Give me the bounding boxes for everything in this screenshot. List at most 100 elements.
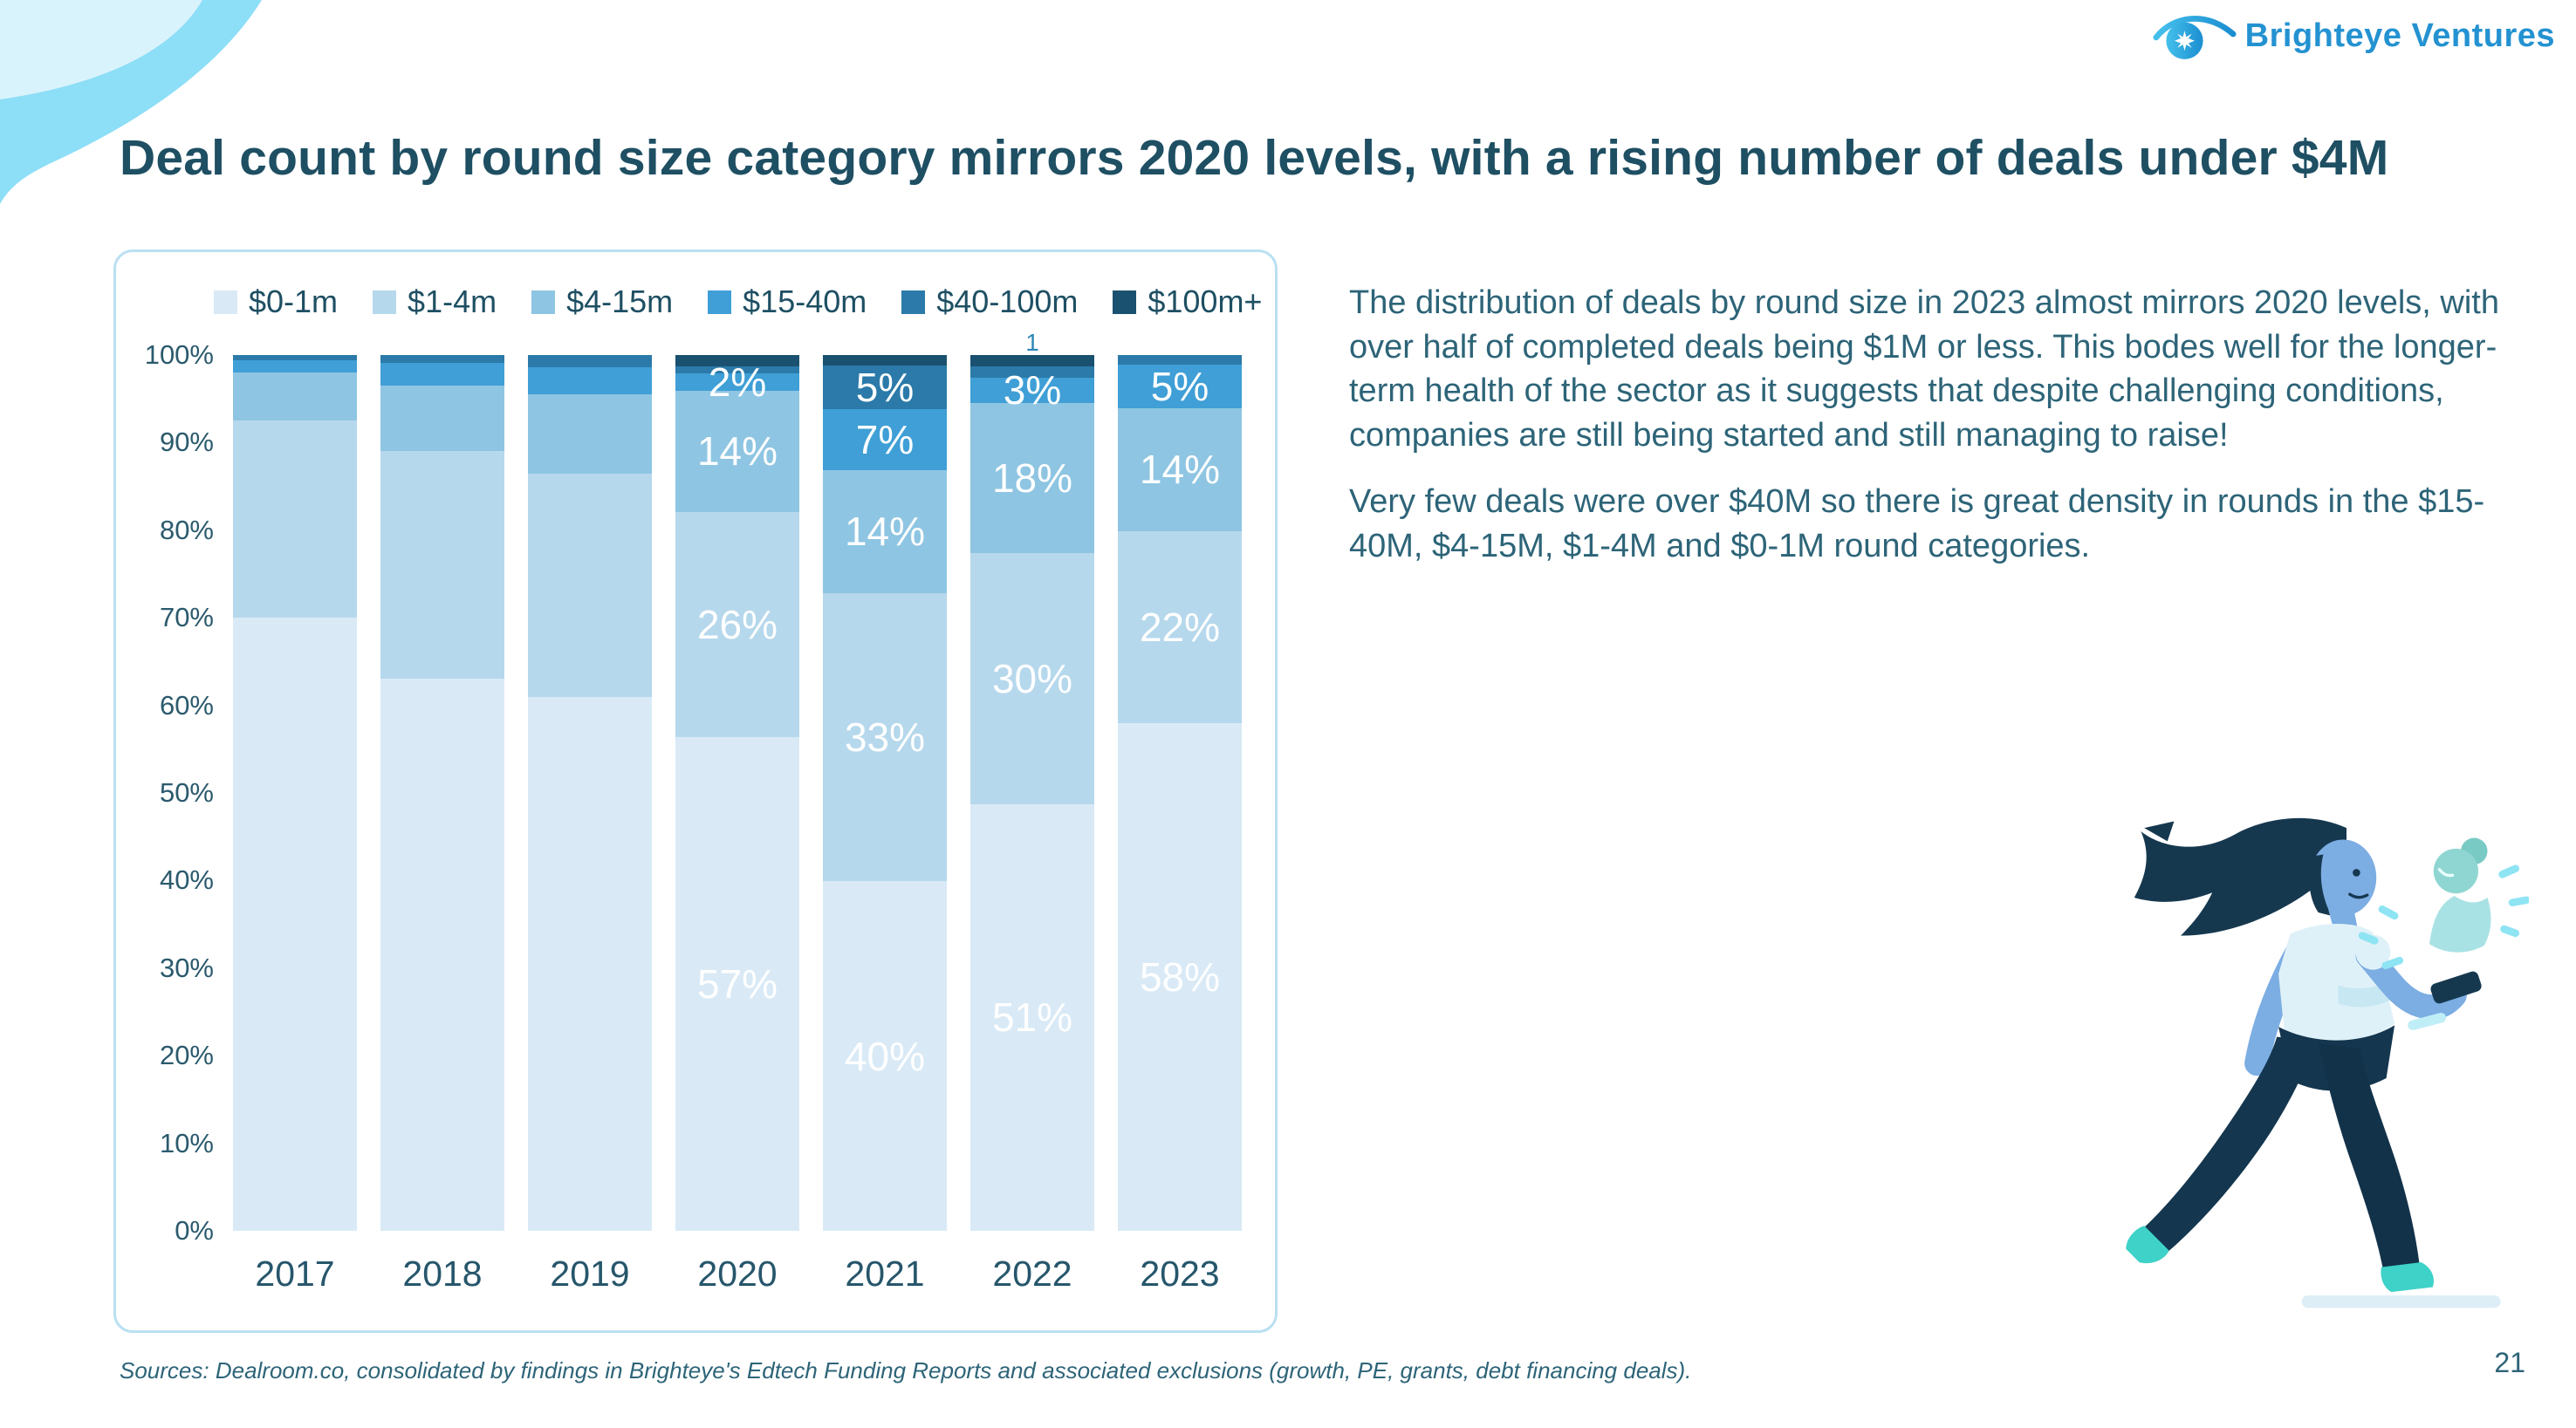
x-axis-label-2023: 2023 [1140,1254,1220,1294]
legend-label: $1-4m [408,284,497,319]
legend-label: $15-40m [743,284,867,319]
y-axis-tick-label: 100% [144,339,214,370]
bar-segment--4-15m [233,372,357,421]
x-axis-label-2022: 2022 [992,1254,1072,1294]
bar-segment--100m+ [970,355,1094,366]
bar-segment-value-label: 22% [1139,604,1221,650]
bar-segment--100m+ [823,355,947,366]
bar-segment--4-15m: 14% [675,390,799,512]
commentary-paragraph-1: The distribution of deals by round size … [1349,284,2499,454]
legend-swatch-icon [531,290,556,314]
bar-column-2022: 51% 30% 18% 3% 1 2022 [970,329,1094,1294]
bar-segment--4-15m: 14% [823,470,947,593]
legend-label: $40-100m [936,284,1079,319]
legend-item--4-15m: $4-15m [531,284,673,320]
x-axis-label-2017: 2017 [255,1254,335,1294]
bar-segment-value-label: 2% [708,359,767,405]
brand-logo: Brighteye Ventures [2153,9,2555,63]
bar-segment--0-1m [528,696,652,1231]
bar-segment--0-1m: 58% [1118,723,1242,1231]
legend-item--0-1m: $0-1m [214,284,338,320]
bar-stack: 58% 22% 14% 5% [1118,355,1242,1231]
legend-swatch-icon [214,290,237,314]
page-number: 21 [2494,1347,2525,1378]
bar-column-2018: 2018 [380,355,504,1294]
bar-segment--40-100m [1118,355,1242,366]
bar-segment--1-4m: 22% [1118,530,1242,724]
bar-segment-value-label: 26% [696,601,778,647]
bar-segment--0-1m: 57% [675,736,799,1231]
brand-name: Brighteye Ventures [2244,17,2555,54]
bar-segment-value-label: 5% [855,365,915,411]
bar-segment--15-40m [233,360,357,373]
bar-segment--4-15m: 14% [1118,408,1242,531]
bar-segment--4-15m [380,386,504,452]
x-axis-label-2021: 2021 [845,1254,925,1294]
bar-segment--15-40m: 3% [970,370,1094,410]
bar-segment--40-100m [528,355,652,368]
bar-stack [233,355,357,1231]
x-axis-label-2018: 2018 [402,1254,483,1294]
bar-segment-value-label: 57% [696,960,778,1007]
bar-stack: 51% 30% 18% 3% [970,355,1094,1231]
brighteye-eye-icon [2153,16,2237,59]
bar-column-2017: 2017 [233,355,357,1294]
phone-icon [2430,971,2482,1004]
ground-shadow [2301,1295,2501,1308]
legend-item--40-100m: $40-100m [901,284,1078,320]
bar-segment--40-100m [970,366,1094,378]
y-axis-tick-label: 50% [159,777,214,808]
bar-segment-value-label: 40% [844,1033,926,1079]
legend-label: $4-15m [566,284,674,319]
legend-swatch-icon [373,290,397,314]
legend-label: $100m+ [1148,284,1263,319]
bar-segment--4-15m: 18% [970,402,1094,554]
bar-segment--1-4m: 26% [675,511,799,737]
bar-segment--1-4m: 30% [970,553,1094,804]
clipped-segment-label: 1 [1025,329,1039,356]
legend-label: $0-1m [249,284,339,319]
bar-segment--15-40m: 5% [1118,364,1242,410]
bar-segment--1-4m [528,473,652,697]
bar-segment--15-40m [528,367,652,395]
commentary-block: The distribution of deals by round size … [1349,281,2518,591]
bar-segment--1-4m [233,420,357,618]
bar-segment-value-label: 5% [1150,364,1209,410]
page-title: Deal count by round size category mirror… [120,130,2389,186]
y-axis-tick-label: 40% [159,864,214,896]
y-axis-tick-label: 20% [159,1040,214,1071]
y-axis-tick-label: 90% [159,427,214,458]
sources-note: Sources: Dealroom.co, consolidated by fi… [120,1357,1692,1384]
y-axis-tick-label: 0% [175,1215,214,1246]
bar-segment-value-label: 30% [991,656,1073,702]
bar-segment--1-4m [380,451,504,680]
x-axis-label-2020: 2020 [697,1254,778,1294]
bar-segment-value-label: 14% [696,428,778,475]
legend-swatch-icon [708,290,732,314]
bar-segment-value-label: 18% [991,454,1073,501]
bar-segment--40-100m: 5% [823,365,947,411]
chart-card: $0-1m $1-4m $4-15m $15-40m $40-100m $100m+ 0%… [113,249,1278,1333]
bar-segment--1-4m: 33% [823,592,947,882]
y-axis-tick-label: 70% [159,602,214,633]
commentary-paragraph-2: Very few deals were over $40M so there i… [1349,483,2485,564]
bar-column-2023: 58% 22% 14% 5% 2023 [1118,355,1242,1294]
bar-segment-value-label: 3% [1003,367,1062,413]
bars-container: 2017 2018 2019 57% 26% 14% 2% 2020 40% 33% 14% 7% 5%… [233,329,1242,1294]
bar-segment--15-40m: 2% [675,362,799,402]
bar-segment--40-100m [380,355,504,364]
corner-wave-decoration [0,0,262,204]
legend-item--15-40m: $15-40m [708,284,867,320]
bar-segment--15-40m [380,363,504,386]
bar-segment--4-15m [528,394,652,474]
bar-segment--15-40m: 7% [823,409,947,471]
bar-stack: 40% 33% 14% 7% 5% [823,355,947,1231]
y-axis-tick-label: 10% [159,1127,214,1158]
bar-segment--0-1m [233,618,357,1231]
bar-segment--0-1m [380,679,504,1231]
y-axis-tick-label: 30% [159,952,214,983]
bar-segment-value-label: 33% [844,714,926,760]
bar-column-2019: 2019 [528,355,652,1294]
x-axis-label-2019: 2019 [550,1254,630,1294]
